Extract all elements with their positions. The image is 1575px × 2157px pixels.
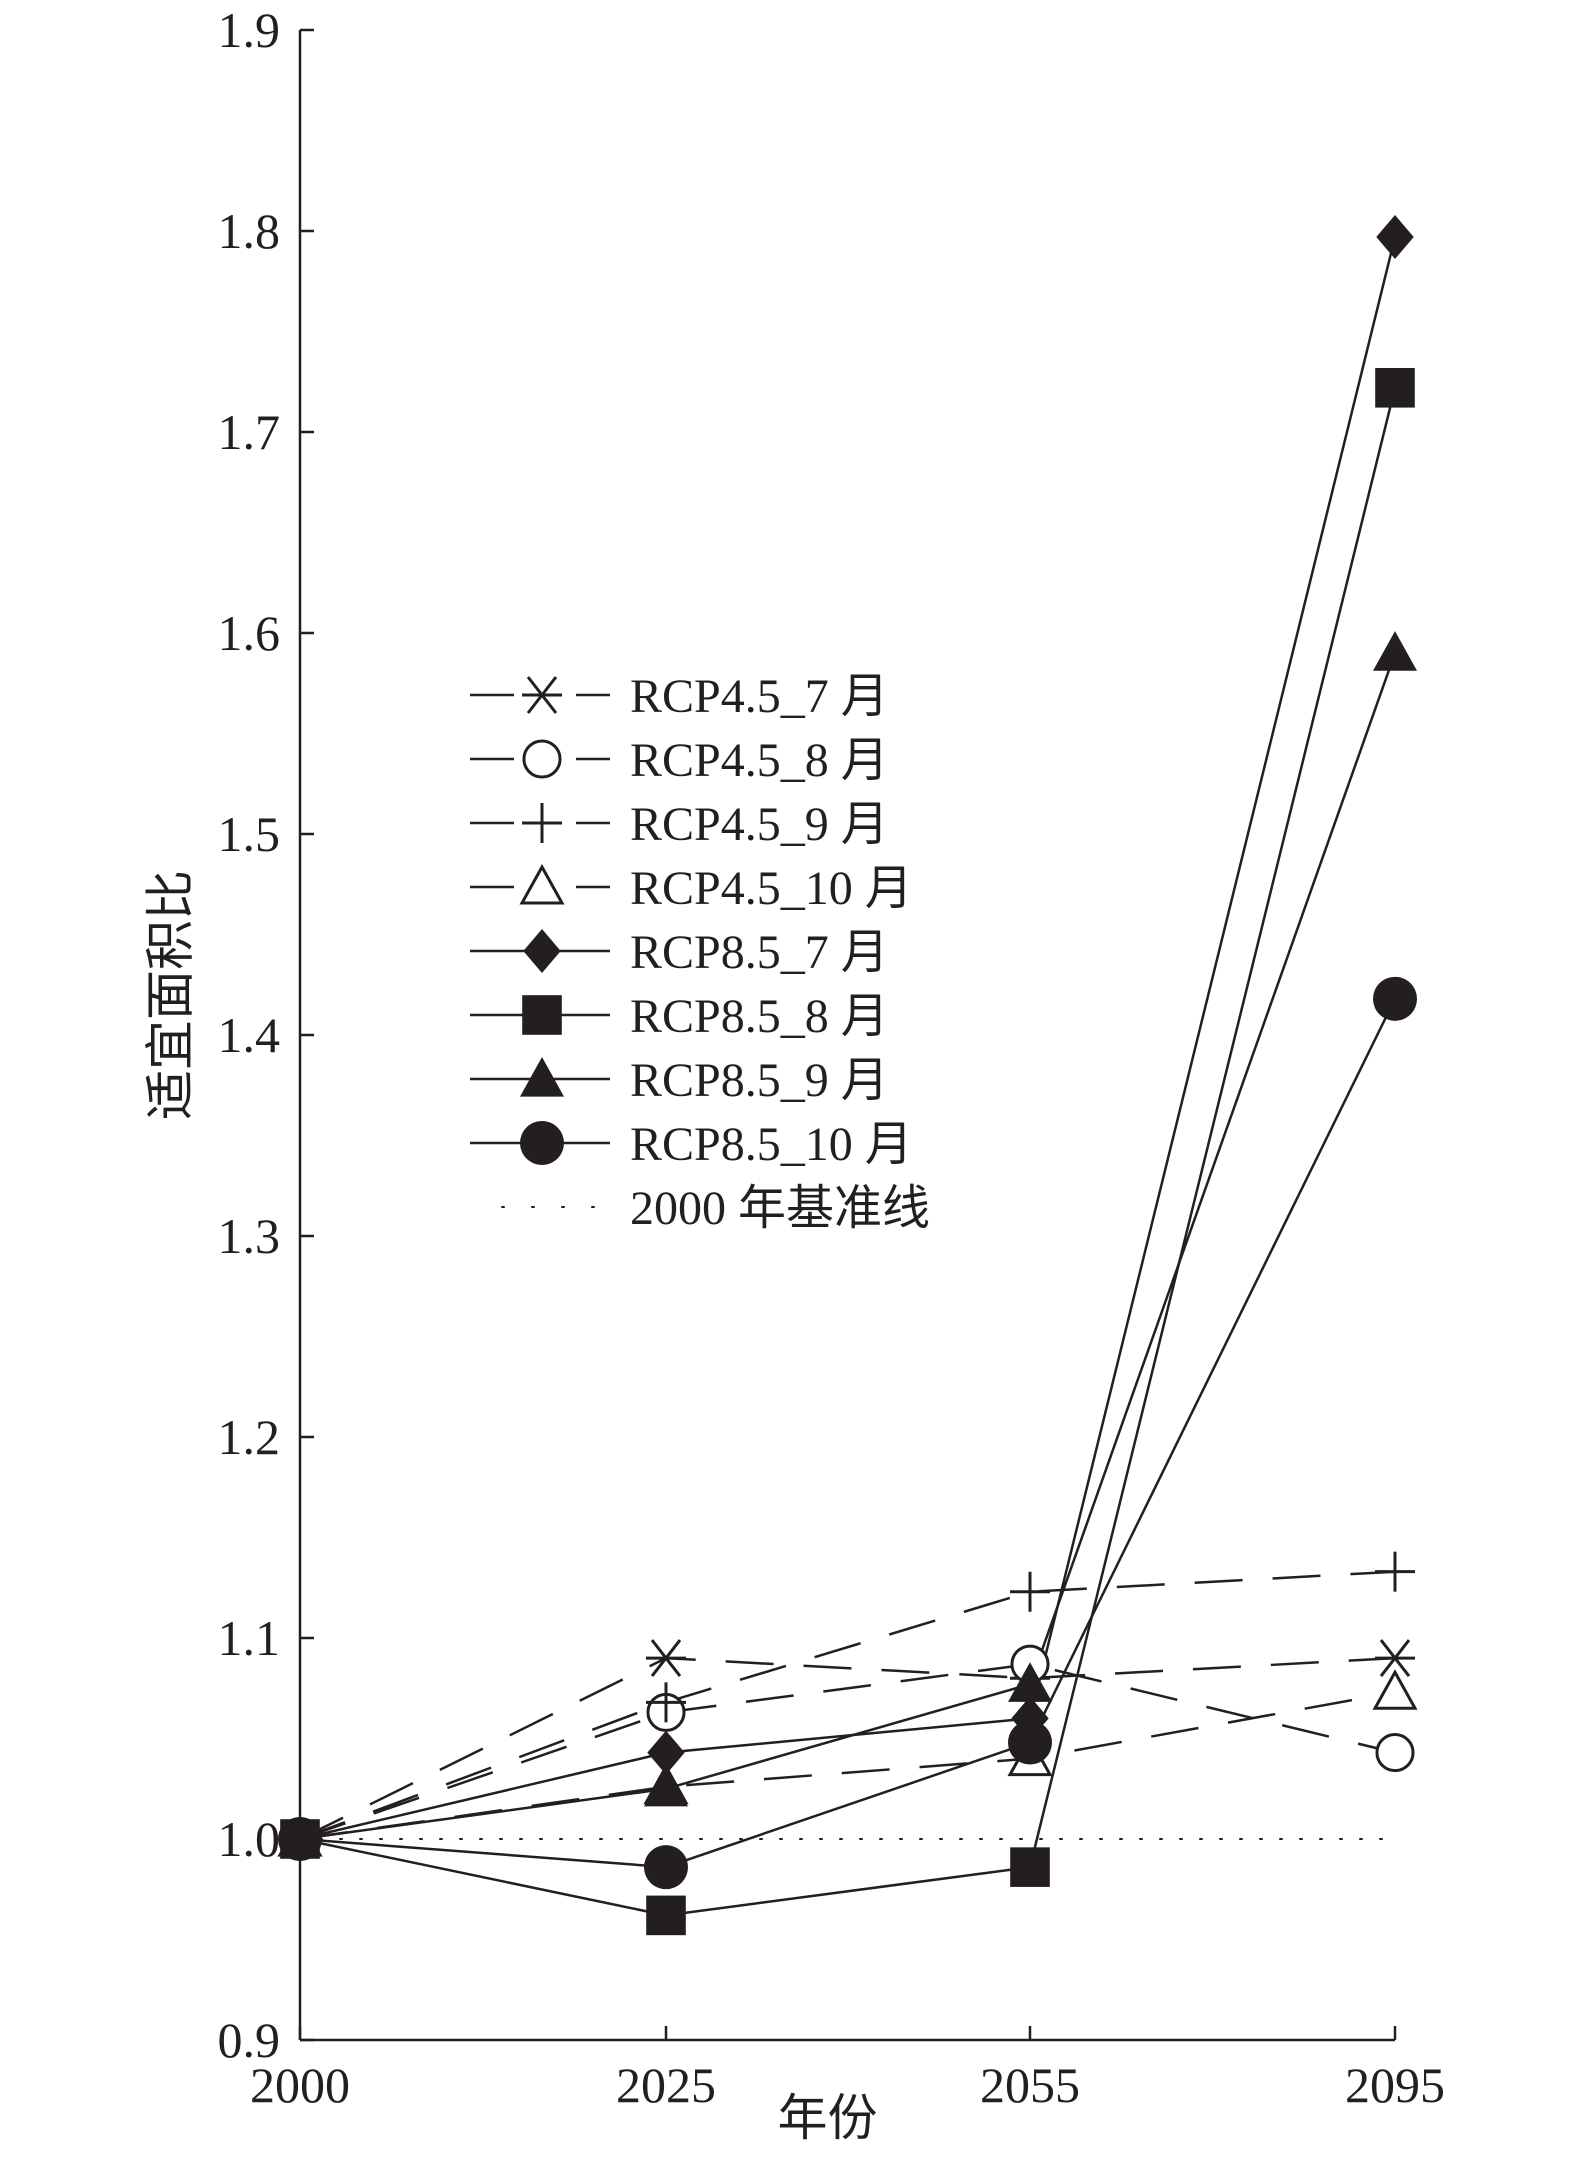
legend-item-9: 2000 年基准线 [501, 1182, 930, 1235]
y-tick-label: 1.8 [218, 203, 281, 259]
series-5-point-2025 [647, 1730, 685, 1775]
legend-marker [520, 1057, 564, 1097]
legend-marker [520, 1121, 564, 1165]
series-3-point-2025 [646, 1682, 686, 1723]
y-tick-label: 1.3 [218, 1208, 281, 1264]
series-2-point-2095 [1375, 1733, 1415, 1773]
series-6-point-2055 [1010, 1847, 1050, 1887]
marker-shape [1010, 1847, 1050, 1887]
axes: 0.9 1.0 1.1 1.2 1.3 1.4 1.5 1.6 1.7 1.8 1.9 2000 202… [218, 2, 1446, 2113]
legend-label: RCP8.5_10 月 [630, 1118, 913, 1171]
marker-shape [1375, 367, 1415, 408]
marker-stroke [650, 1639, 682, 1678]
y-tick-label: 1.0 [218, 1811, 281, 1867]
marker-shape [520, 1057, 564, 1097]
series-8-point-2025 [644, 1845, 688, 1890]
marker-shape [1376, 215, 1414, 260]
marker-shape [647, 1730, 685, 1775]
marker-shape [1373, 976, 1417, 1021]
y-tick-label: 1.4 [218, 1007, 281, 1063]
series-line-7 [299, 652, 1397, 1841]
series-line-6 [299, 387, 1397, 1917]
marker-shape [1373, 631, 1417, 671]
series-line-8 [299, 998, 1397, 1869]
legend-marker [523, 929, 561, 973]
series-8-point-2095 [1373, 976, 1417, 1021]
marker-shape [644, 1845, 688, 1890]
marker-shape [519, 863, 565, 905]
series-8-point-2000 [278, 1817, 322, 1861]
legend-item-8: RCP8.5_10 月 [470, 1118, 913, 1171]
legend-item-4: RCP4.5_10 月 [470, 862, 913, 915]
legend-label: RCP4.5_9 月 [630, 798, 889, 851]
legend-label: RCP8.5_8 月 [630, 990, 889, 1043]
marker-shape [523, 929, 561, 973]
legend-label: RCP8.5_7 月 [630, 926, 889, 979]
y-tick-label: 1.1 [218, 1610, 281, 1666]
legend-marker [519, 863, 565, 905]
series-line-1 [299, 1656, 1396, 1841]
marker-shape [522, 739, 562, 779]
series-7-point-2055 [1008, 1662, 1052, 1702]
marker-shape [1008, 1662, 1052, 1702]
marker-stroke [526, 676, 558, 714]
series-3-point-2055 [1010, 1571, 1050, 1612]
legend-item-7: RCP8.5_9 月 [470, 1054, 889, 1107]
legend-label: RCP4.5_8 月 [630, 734, 889, 787]
legend-label: RCP4.5_7 月 [630, 670, 889, 723]
x-tick-label: 2025 [616, 2057, 716, 2113]
marker-shape [278, 1817, 322, 1861]
legend-marker [522, 676, 562, 714]
series-5-point-2095 [1376, 215, 1414, 260]
series-1-point-2025 [646, 1639, 686, 1678]
series-1-point-2095 [1375, 1639, 1415, 1678]
series-line-2 [299, 1662, 1396, 1841]
series-8-point-2055 [1008, 1720, 1052, 1765]
series-4-point-2095 [1372, 1669, 1418, 1710]
legend-item-1: RCP4.5_7 月 [470, 670, 889, 723]
y-tick-label: 1.7 [218, 404, 281, 460]
legend-label: 2000 年基准线 [630, 1182, 930, 1235]
marker-stroke [1379, 1639, 1411, 1678]
x-tick-label: 2095 [1345, 2057, 1445, 2113]
legend-item-6: RCP8.5_8 月 [470, 990, 889, 1043]
marker-shape [522, 995, 562, 1035]
series-line-3 [299, 1570, 1396, 1841]
series-markers [277, 215, 1418, 1936]
series-7-point-2095 [1373, 631, 1417, 671]
legend-label: RCP4.5_10 月 [630, 862, 913, 915]
marker-shape [646, 1895, 686, 1936]
y-tick-label: 1.5 [218, 806, 281, 862]
series-3-point-2095 [1375, 1551, 1415, 1592]
series-6-point-2095 [1375, 367, 1415, 408]
marker-shape [644, 1766, 688, 1807]
x-tick-label: 2055 [980, 2057, 1080, 2113]
legend: RCP4.5_7 月 RCP4.5_8 月 RCP4.5_9 月 RCP4.5_10 … [470, 670, 930, 1235]
marker-shape [1375, 1733, 1415, 1773]
x-tick-label: 2000 [250, 2057, 350, 2113]
y-tick-label: 0.9 [218, 2012, 281, 2068]
series-lines [299, 236, 1397, 1917]
y-tick-label: 1.9 [218, 2, 281, 58]
y-tick-label: 1.2 [218, 1409, 281, 1465]
y-tick-label: 1.6 [218, 605, 281, 661]
marker-shape [1008, 1720, 1052, 1765]
series-6-point-2025 [646, 1895, 686, 1936]
series-7-point-2025 [644, 1766, 688, 1807]
x-axis-title: 年份 [778, 2090, 878, 2146]
legend-marker [522, 803, 562, 843]
legend-label: RCP8.5_9 月 [630, 1054, 889, 1107]
marker-shape [520, 1121, 564, 1165]
marker-shape [1372, 1669, 1418, 1710]
legend-marker [522, 739, 562, 779]
legend-item-5: RCP8.5_7 月 [470, 926, 889, 979]
legend-marker [522, 995, 562, 1035]
legend-item-2: RCP4.5_8 月 [470, 734, 889, 787]
y-axis-title: 适宜面积比 [143, 870, 199, 1120]
legend-item-3: RCP4.5_9 月 [470, 798, 889, 851]
